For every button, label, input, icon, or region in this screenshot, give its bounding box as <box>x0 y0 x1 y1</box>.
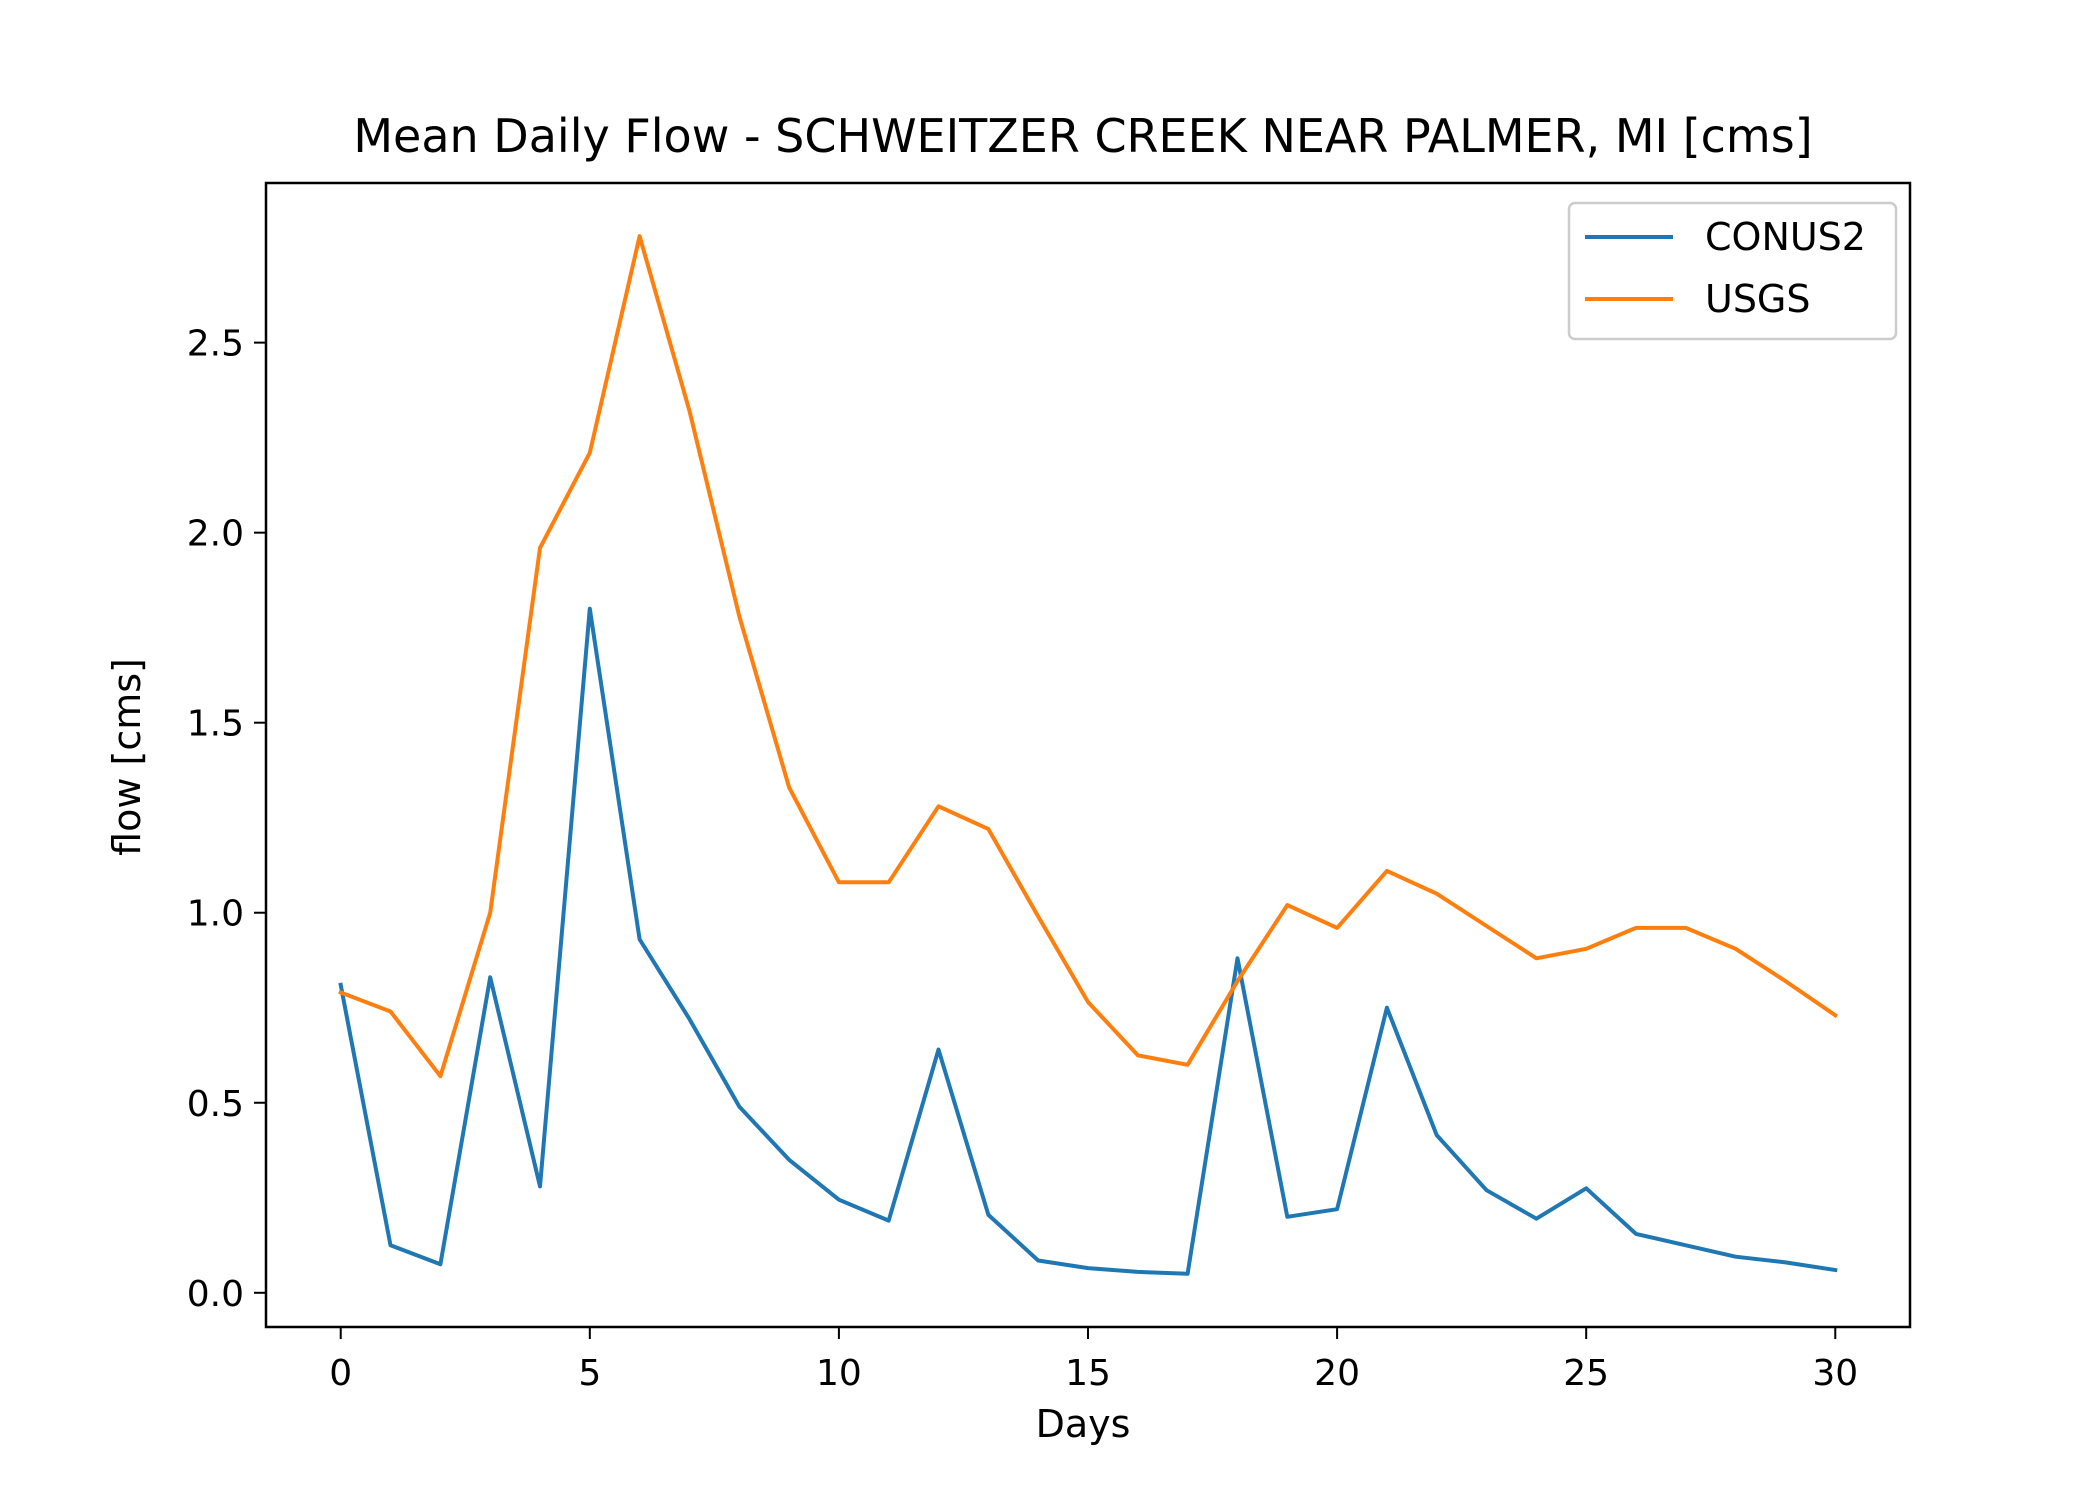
y-tick-label: 2.5 <box>187 324 244 365</box>
legend: CONUS2 USGS <box>1567 201 1898 341</box>
y-tick-label: 0.5 <box>187 1084 244 1125</box>
series-line-usgs <box>338 234 1839 1079</box>
series-line-conus2 <box>338 606 1838 1276</box>
x-tick-label: 15 <box>1065 1353 1111 1394</box>
legend-label-usgs: USGS <box>1705 277 1811 321</box>
x-tick-label: 30 <box>1812 1353 1858 1394</box>
y-tick-label: 0.0 <box>187 1274 244 1315</box>
y-tick-label: 2.0 <box>187 514 244 555</box>
x-axis-ticks: 0 5 10 15 20 25 30 <box>329 1327 1858 1394</box>
legend-label-conus2: CONUS2 <box>1705 215 1866 259</box>
y-tick-label: 1.5 <box>187 704 244 745</box>
y-axis-ticks: 0.0 0.5 1.0 1.5 2.0 2.5 <box>187 324 266 1315</box>
x-tick-label: 5 <box>578 1353 601 1394</box>
plot-lines <box>338 234 1839 1276</box>
x-axis-label: Days <box>1036 1402 1131 1446</box>
x-tick-label: 10 <box>816 1353 862 1394</box>
y-axis-label: flow [cms] <box>105 658 149 856</box>
x-tick-label: 20 <box>1314 1353 1360 1394</box>
chart-title: Mean Daily Flow - SCHWEITZER CREEK NEAR … <box>353 109 1812 163</box>
x-tick-label: 25 <box>1563 1353 1609 1394</box>
y-tick-label: 1.0 <box>187 894 244 935</box>
x-tick-label: 0 <box>329 1353 352 1394</box>
